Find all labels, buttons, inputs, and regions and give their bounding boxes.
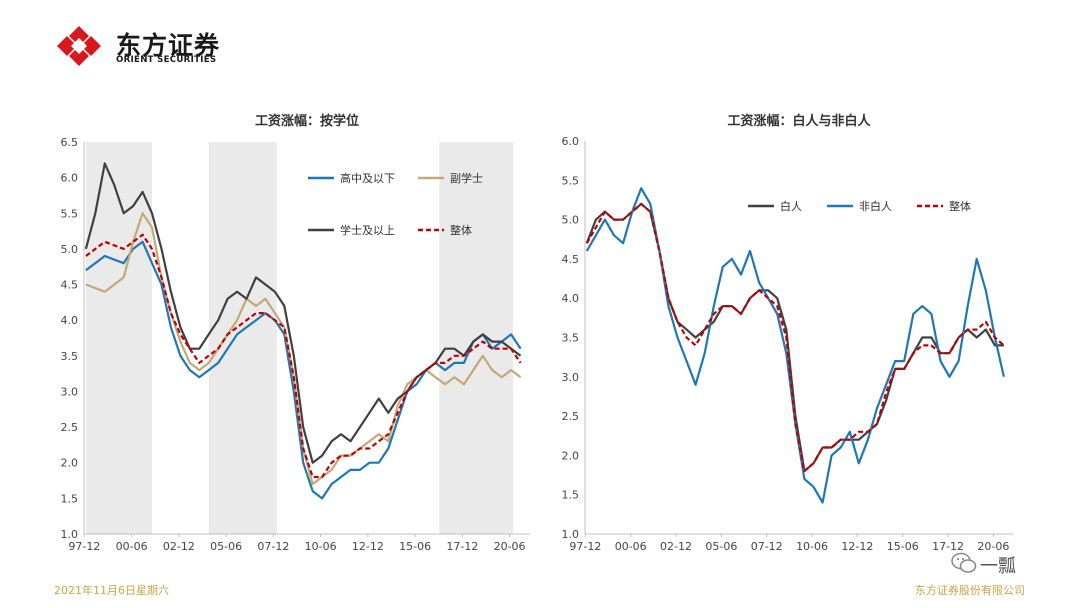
y-tick-label: 3.5	[562, 332, 580, 345]
y-tick-label: 4.0	[61, 314, 79, 327]
legend-label: 整体	[949, 199, 971, 213]
y-tick-label: 2.5	[562, 410, 580, 423]
x-tick-label: 20-06	[977, 540, 1009, 553]
wechat-icon	[951, 552, 977, 573]
x-tick-label: 07-12	[751, 540, 783, 553]
x-tick-label: 12-12	[841, 540, 873, 553]
y-tick-label: 3.0	[61, 385, 79, 398]
chart-wage-growth-by-degree: 工资涨幅：按学位 1.0 1.5 2.0 2.5 3.0 3.5 4.0 4.5 5.0 5.5 6.…	[61, 113, 530, 553]
shaded-period	[208, 142, 277, 534]
x-tick-label: 12-12	[352, 540, 384, 553]
y-tick-label: 5.5	[61, 207, 79, 220]
chart-wage-growth-by-race: 工资涨幅：白人与非白人 1.0 1.5 2.0 2.5 3.0 3.5 4.0 4.5 5.0 5.…	[562, 113, 1013, 553]
x-tick-label: 02-12	[163, 540, 195, 553]
y-tick-label: 1.5	[61, 492, 79, 505]
x-tick-label: 15-06	[887, 540, 919, 553]
brand-logo: 东方证券 ORIENT SECURITIES	[52, 24, 252, 68]
legend-label: 非白人	[859, 199, 892, 213]
y-tick-label: 4.5	[562, 253, 580, 266]
brand-name-en: ORIENT SECURITIES	[116, 55, 217, 65]
y-tick-label: 2.5	[61, 421, 79, 434]
y-tick-label: 1.0	[61, 528, 79, 541]
y-tick-label: 3.0	[562, 371, 580, 384]
series-line-1	[585, 187, 1005, 504]
series-line-0	[585, 202, 1004, 473]
x-tick-label: 10-06	[305, 540, 337, 553]
x-tick-label: 97-12	[569, 540, 601, 553]
legend-label: 学士及以上	[340, 223, 395, 237]
x-tick-label: 05-06	[210, 540, 242, 553]
x-tick-label: 05-06	[705, 540, 737, 553]
legend-label: 整体	[450, 223, 472, 237]
legend-label: 副学士	[450, 171, 483, 185]
y-tick-label: 3.5	[61, 350, 79, 363]
series-line-2	[84, 162, 522, 464]
footer-date: 2021年11月6日星期六	[54, 584, 169, 597]
x-tick-label: 20-06	[494, 540, 526, 553]
legend-label: 高中及以下	[340, 171, 395, 185]
series-line-3	[85, 233, 522, 479]
legend-label: 白人	[780, 199, 802, 213]
y-tick-label: 4.5	[61, 279, 79, 292]
series-line-2	[585, 202, 1005, 473]
y-tick-label: 2.0	[562, 449, 580, 462]
y-tick-label: 4.0	[562, 292, 580, 305]
y-tick-label: 5.5	[562, 174, 580, 187]
footer-company: 东方证券股份有限公司	[915, 584, 1025, 597]
chart-title: 工资涨幅：按学位	[255, 113, 359, 129]
x-tick-label: 02-12	[660, 540, 692, 553]
orient-logo-icon	[57, 26, 101, 66]
y-tick-label: 1.0	[562, 528, 580, 541]
x-tick-label: 00-06	[116, 540, 148, 553]
x-tick-label: 17-12	[932, 540, 964, 553]
x-tick-label: 97-12	[68, 540, 100, 553]
x-tick-label: 07-12	[257, 540, 289, 553]
watermark: 一瓢	[950, 548, 1040, 578]
watermark-text: 一瓢	[980, 556, 1016, 577]
x-tick-label: 10-06	[796, 540, 828, 553]
y-tick-label: 5.0	[562, 214, 580, 227]
brand-name-cn: 东方证券	[116, 31, 221, 60]
y-tick-label: 1.5	[562, 489, 580, 502]
x-tick-label: 17-12	[446, 540, 478, 553]
y-tick-label: 6.0	[61, 172, 79, 185]
y-tick-label: 2.0	[61, 457, 79, 470]
x-tick-label: 00-06	[615, 540, 647, 553]
y-tick-label: 6.5	[61, 136, 79, 149]
shaded-period	[439, 142, 513, 534]
y-tick-label: 5.0	[61, 243, 79, 256]
chart-title: 工资涨幅：白人与非白人	[727, 113, 871, 129]
x-tick-label: 15-06	[399, 540, 431, 553]
y-tick-label: 6.0	[562, 135, 580, 148]
series-line-0	[85, 240, 522, 500]
